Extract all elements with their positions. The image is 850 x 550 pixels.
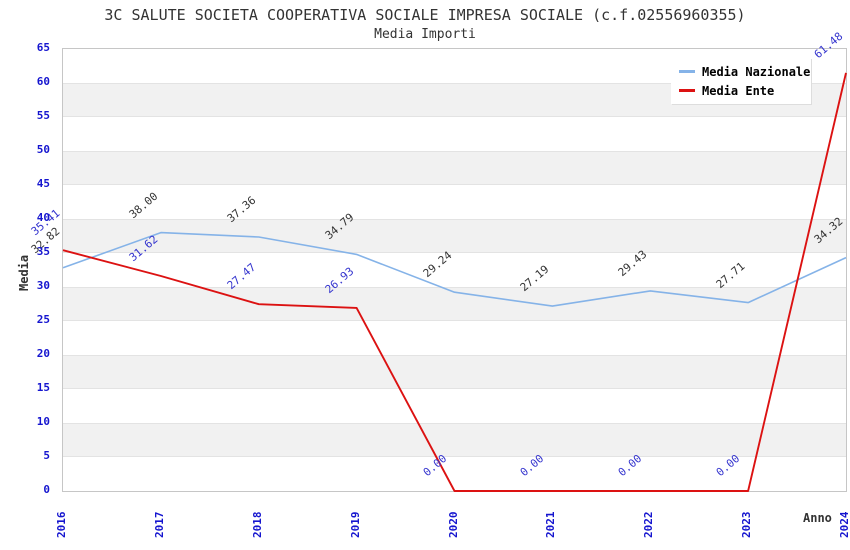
y-tick-label: 0 <box>43 483 50 496</box>
y-tick-label: 10 <box>36 415 50 428</box>
chart-subtitle: Media Importi <box>374 27 476 42</box>
series-lines <box>62 72 847 492</box>
x-tick-label: 2023 <box>740 511 754 539</box>
legend-item-media-nazionale: Media Nazionale <box>671 65 811 79</box>
legend-box: Media Nazionale Media Ente <box>671 58 811 104</box>
y-tick-label: 30 <box>36 279 50 292</box>
plot-area: 32.82 38.00 37.36 34.79 29.24 27.19 29.43 27.71… <box>29 30 847 492</box>
x-tick-label: 2021 <box>544 511 558 539</box>
y-tick-label: 45 <box>36 177 50 190</box>
x-tick-label: 2016 <box>55 511 68 539</box>
x-tick-label: 2024 <box>838 511 850 539</box>
y-tick-label: 55 <box>36 109 50 122</box>
media-ente-swatch <box>679 89 695 92</box>
legend-label: Media Ente <box>702 83 775 98</box>
grid-band <box>63 355 846 389</box>
y-tick-label: 20 <box>36 347 50 360</box>
x-tick-label: 2022 <box>642 511 656 539</box>
legend-label: Media Nazionale <box>702 64 811 79</box>
y-tick-label: 15 <box>36 381 50 394</box>
y-tick-label: 35 <box>36 245 50 258</box>
x-tick-label: 2018 <box>250 511 264 539</box>
x-tick-label: 2017 <box>152 511 166 539</box>
y-tick-label: 5 <box>43 449 50 462</box>
y-tick-label: 25 <box>36 313 50 326</box>
chart-title: 3C SALUTE SOCIETA COOPERATIVA SOCIALE IM… <box>104 6 746 24</box>
grid-band <box>63 219 846 253</box>
y-tick-label: 65 <box>36 41 50 54</box>
media-nazionale-line <box>62 231 847 307</box>
y-tick-label: 60 <box>36 75 50 88</box>
x-axis-title: Anno <box>803 511 832 525</box>
legend-item-media-ente: Media Ente <box>671 84 811 98</box>
y-tick-label: 50 <box>36 143 50 156</box>
y-axis-title: Media <box>17 254 31 291</box>
media-nazionale-swatch <box>679 70 695 73</box>
y-tick-label: 40 <box>36 211 50 224</box>
grid-band <box>63 151 846 185</box>
x-tick-label: 2020 <box>446 511 460 539</box>
grid-band <box>63 423 846 457</box>
x-tick-label: 2019 <box>348 511 362 539</box>
media-ente-line <box>62 72 847 492</box>
